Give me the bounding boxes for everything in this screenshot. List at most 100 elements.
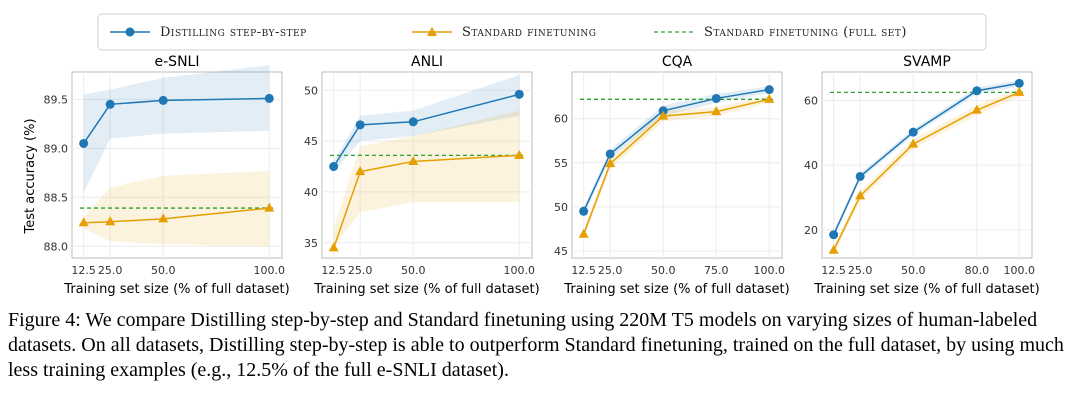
data-point-standard xyxy=(908,138,919,148)
data-point-standard xyxy=(855,190,866,200)
series-line-distill xyxy=(333,93,520,167)
chart-panels: 88.088.589.089.512.5 25.0 50.0 100.0e-SNLIT… xyxy=(44,54,1040,297)
x-tick-label: 12.5 xyxy=(71,264,96,277)
x-tick-label: 50.0 xyxy=(151,264,176,277)
data-point-distill xyxy=(908,127,918,137)
data-point-distill xyxy=(1014,78,1024,88)
y-tick-label: 60 xyxy=(804,94,818,107)
data-point-standard xyxy=(605,158,616,168)
confidence-band-standard xyxy=(83,170,270,247)
chart-panel-0: 88.0 88.5 89.0 89.5 12.5 25.0 50.0 100.0 e-SNLI T… xyxy=(44,54,290,297)
series-line-distill xyxy=(83,97,270,144)
y-axis-label: Test accuracy (%) xyxy=(23,118,38,234)
panel-title: e-SNLI xyxy=(155,54,200,70)
legend-standard-marker xyxy=(427,27,437,36)
y-tick-label: 20 xyxy=(804,224,818,237)
data-point-distill xyxy=(579,206,589,216)
y-tick-label: 35 xyxy=(304,237,318,250)
legend-item-full: Standard finetuning (full set) xyxy=(654,25,907,40)
x-tick-label: 25.0 xyxy=(348,264,373,277)
x-tick-label: 100.0 xyxy=(1004,264,1036,277)
x-tick-label: 12.5 xyxy=(321,264,346,277)
series-line-standard xyxy=(83,207,270,224)
x-tick-label: 25.0 xyxy=(98,264,123,277)
confidence-band-standard xyxy=(833,87,1020,255)
x-tick-label: 100.0 xyxy=(754,264,786,277)
y-tick-label: 60 xyxy=(554,113,568,126)
x-tick-label: 100.0 xyxy=(254,264,286,277)
data-point-standard xyxy=(828,244,839,254)
legend: Distilling step-by-step Standard finetun… xyxy=(97,13,987,51)
x-tick-label: 25.0 xyxy=(598,264,623,277)
panel-title: SVAMP xyxy=(903,54,951,70)
data-point-distill xyxy=(408,117,418,127)
chart-panel-1: 35 40 45 50 12.5 25.0 50.0 100.0 ANLI Training se… xyxy=(304,54,540,297)
confidence-band-distill xyxy=(583,86,770,216)
panel-title: CQA xyxy=(662,54,693,70)
data-point-standard xyxy=(78,217,89,227)
data-point-distill xyxy=(764,85,774,95)
x-tick-label: 80.0 xyxy=(965,264,990,277)
data-point-standard xyxy=(711,106,722,116)
x-tick-label: 25.0 xyxy=(848,264,873,277)
legend-item-standard: Standard finetuning xyxy=(412,25,596,40)
series-line-standard xyxy=(332,154,520,249)
data-point-distill xyxy=(855,171,865,181)
data-point-standard xyxy=(764,93,775,103)
data-point-distill xyxy=(329,162,339,172)
data-point-distill xyxy=(264,93,274,103)
figure-caption: Figure 4: We compare Distilling step-by-… xyxy=(8,309,1064,381)
x-axis-label: Training set size (% of full dataset) xyxy=(313,282,539,297)
y-tick-label: 40 xyxy=(304,186,318,199)
data-point-standard xyxy=(328,242,339,252)
data-point-distill xyxy=(355,120,365,130)
chart-panel-3: 20 40 60 12.5 25.0 50.0 80.0 100.0 SVAMP Training… xyxy=(804,54,1040,297)
legend-distill-label: Distilling step-by-step xyxy=(160,25,307,40)
data-point-distill xyxy=(105,99,115,109)
data-point-standard xyxy=(408,155,419,165)
confidence-band-distill xyxy=(83,65,270,193)
data-point-standard xyxy=(658,110,669,120)
confidence-band-standard xyxy=(333,110,520,248)
data-point-standard xyxy=(105,216,116,226)
y-tick-label: 89.5 xyxy=(44,93,69,106)
data-point-standard xyxy=(158,213,169,223)
confidence-band-distill xyxy=(333,75,520,172)
data-point-standard xyxy=(514,149,525,159)
data-point-distill xyxy=(79,138,89,148)
data-point-distill xyxy=(605,149,615,159)
x-tick-label: 50.0 xyxy=(401,264,426,277)
y-tick-label: 55 xyxy=(554,157,568,170)
data-point-distill xyxy=(514,89,524,99)
data-point-standard xyxy=(264,202,275,212)
y-tick-label: 45 xyxy=(554,245,568,258)
data-point-standard xyxy=(355,166,366,176)
y-tick-label: 50 xyxy=(554,201,568,214)
legend-standard-label: Standard finetuning xyxy=(462,25,596,40)
data-point-distill xyxy=(972,86,982,96)
results-figure: Distilling step-by-step Standard finetun… xyxy=(23,13,1040,297)
x-tick-label: 75.0 xyxy=(704,264,729,277)
plot-frame xyxy=(321,71,533,259)
y-tick-label: 89.0 xyxy=(44,142,69,155)
y-tick-label: 40 xyxy=(804,159,818,172)
panel-title: ANLI xyxy=(411,54,443,70)
data-point-distill xyxy=(829,230,839,240)
data-point-standard xyxy=(578,228,589,238)
data-point-standard xyxy=(1014,86,1025,96)
x-tick-label: 12.5 xyxy=(821,264,846,277)
data-point-standard xyxy=(971,104,982,114)
x-axis-label: Training set size (% of full dataset) xyxy=(563,282,789,297)
legend-box xyxy=(97,13,987,51)
x-tick-label: 50.0 xyxy=(901,264,926,277)
y-tick-label: 88.0 xyxy=(44,240,69,253)
x-axis-label: Training set size (% of full dataset) xyxy=(813,282,1039,297)
chart-panel-2: 45 50 55 60 12.5 25.0 50.0 75.0 100.0 CQA Training… xyxy=(554,54,790,297)
data-point-distill xyxy=(158,95,168,105)
legend-full-label: Standard finetuning (full set) xyxy=(704,25,907,40)
x-axis-label: Training set size (% of full dataset) xyxy=(63,282,289,297)
y-tick-label: 88.5 xyxy=(44,191,69,204)
x-tick-label: 50.0 xyxy=(651,264,676,277)
legend-item-distill: Distilling step-by-step xyxy=(110,25,307,40)
y-tick-label: 45 xyxy=(304,135,318,148)
